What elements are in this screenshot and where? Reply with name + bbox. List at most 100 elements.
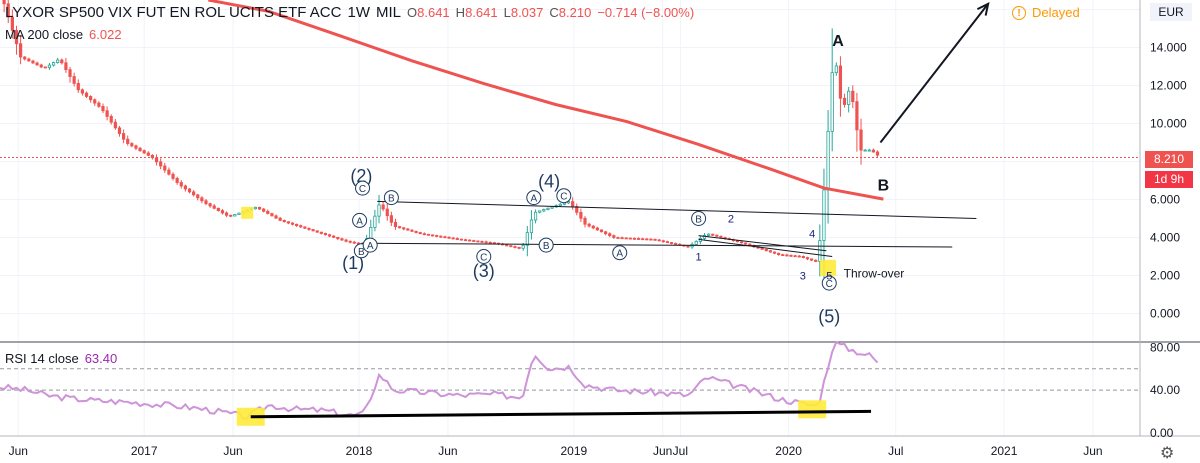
candle-body — [220, 210, 225, 214]
candle-body — [229, 214, 233, 217]
candle-body — [822, 189, 826, 241]
candle-body — [39, 64, 43, 68]
wave-label: C — [480, 253, 487, 264]
delayed-label: Delayed — [1032, 5, 1080, 20]
annotation-label: Throw-over — [844, 267, 905, 281]
ma-value: 6.022 — [89, 27, 122, 42]
candle-body — [327, 234, 332, 237]
interval-label[interactable]: 1W — [347, 4, 370, 21]
wave-circle — [526, 190, 542, 206]
candle-body — [253, 206, 258, 210]
rsi-divergence-line — [250, 409, 872, 419]
candle-body — [867, 149, 871, 152]
ohlc-low: L8.037 — [503, 5, 544, 20]
candle-body — [200, 197, 204, 202]
candle-body — [340, 238, 344, 241]
rsi-legend[interactable]: RSI 14 close 63.40 — [5, 351, 117, 366]
candle-body — [101, 106, 105, 112]
rsi-label: RSI 14 close — [5, 351, 79, 366]
candle-body — [826, 130, 830, 191]
candle-body — [604, 231, 608, 235]
candle-body — [707, 233, 711, 236]
candle-body — [509, 245, 513, 248]
candle-body — [768, 250, 772, 253]
candle-body — [105, 110, 109, 117]
wave-circle — [538, 237, 554, 253]
candle-body — [72, 76, 76, 84]
candle-body — [851, 90, 855, 103]
candle-body — [389, 215, 393, 223]
candle-body — [443, 236, 447, 239]
currency-label[interactable]: EUR — [1150, 3, 1192, 21]
wave-circle — [612, 245, 628, 261]
ma-legend[interactable]: MA 200 close 6.022 — [5, 27, 122, 42]
wave-label: 4 — [809, 229, 815, 241]
candle-body — [715, 234, 719, 237]
candle-body — [513, 246, 517, 248]
candle-body — [525, 232, 529, 246]
time-tick-label: 2020 — [775, 444, 802, 458]
candle-body — [521, 244, 525, 249]
candle-body — [595, 227, 599, 231]
candle-body — [68, 69, 72, 77]
candle-body — [719, 235, 723, 238]
candle-body — [76, 83, 80, 91]
ma200-line — [208, 0, 884, 201]
price-tick-label: 14.000 — [1150, 41, 1187, 55]
candle-body — [18, 43, 23, 58]
candle-body — [233, 214, 237, 217]
candle-body — [196, 194, 200, 199]
candle-body — [385, 208, 389, 217]
candle-body — [303, 226, 307, 229]
time-tick-label: 2019 — [560, 444, 587, 458]
candle-body — [641, 238, 645, 241]
wave-label: 3 — [800, 271, 806, 283]
symbol-name[interactable]: LYXOR SP500 VIX FUT EN ROL UCITS ETF ACC — [5, 4, 342, 21]
candle-body — [579, 211, 583, 219]
ohlc-high: H8.641 — [455, 5, 498, 20]
candle-body — [459, 238, 464, 241]
delayed-badge[interactable]: ! Delayed — [1012, 5, 1080, 20]
candle-body — [117, 127, 122, 134]
candle-body — [381, 204, 385, 210]
candle-body — [686, 245, 690, 248]
candle-body — [171, 173, 175, 179]
wave-label: 5 — [826, 271, 832, 283]
highlight-marker — [236, 407, 265, 426]
candle-body — [142, 150, 146, 154]
countdown-tag: 1d 9h — [1145, 171, 1193, 188]
candle-body — [348, 240, 352, 243]
candle-body — [414, 230, 418, 233]
candle-body — [262, 208, 266, 212]
candle-body — [138, 147, 142, 152]
candle-body — [657, 239, 661, 242]
candle-body — [583, 217, 587, 225]
time-tick-label: 2021 — [991, 444, 1018, 458]
candle-body — [781, 254, 785, 257]
wave-circle — [352, 212, 368, 228]
wave-label: A — [530, 194, 537, 205]
candle-body — [332, 235, 336, 238]
wave-label: (3) — [473, 261, 495, 281]
candle-body — [295, 223, 299, 227]
rsi-tick-label: 40.00 — [1150, 383, 1180, 397]
candle-body — [744, 242, 748, 245]
wave-label: (5) — [818, 306, 840, 326]
time-tick-label: 2018 — [346, 444, 373, 458]
candle-body — [793, 255, 797, 258]
gear-icon[interactable]: ⚙ — [1160, 445, 1175, 462]
candle-body — [393, 221, 398, 228]
candle-body — [154, 157, 159, 163]
candle-body — [410, 229, 414, 232]
candle-body — [270, 213, 274, 217]
candle-body — [266, 210, 270, 214]
candle-body — [463, 239, 468, 242]
price-tick-label: 10.000 — [1150, 117, 1187, 131]
time-tick-label: Jun — [9, 444, 28, 458]
candle-body — [529, 219, 534, 234]
candle-body — [336, 236, 340, 240]
candle-body — [451, 237, 455, 240]
candle-body — [311, 229, 315, 232]
wave-label: B — [388, 194, 395, 205]
